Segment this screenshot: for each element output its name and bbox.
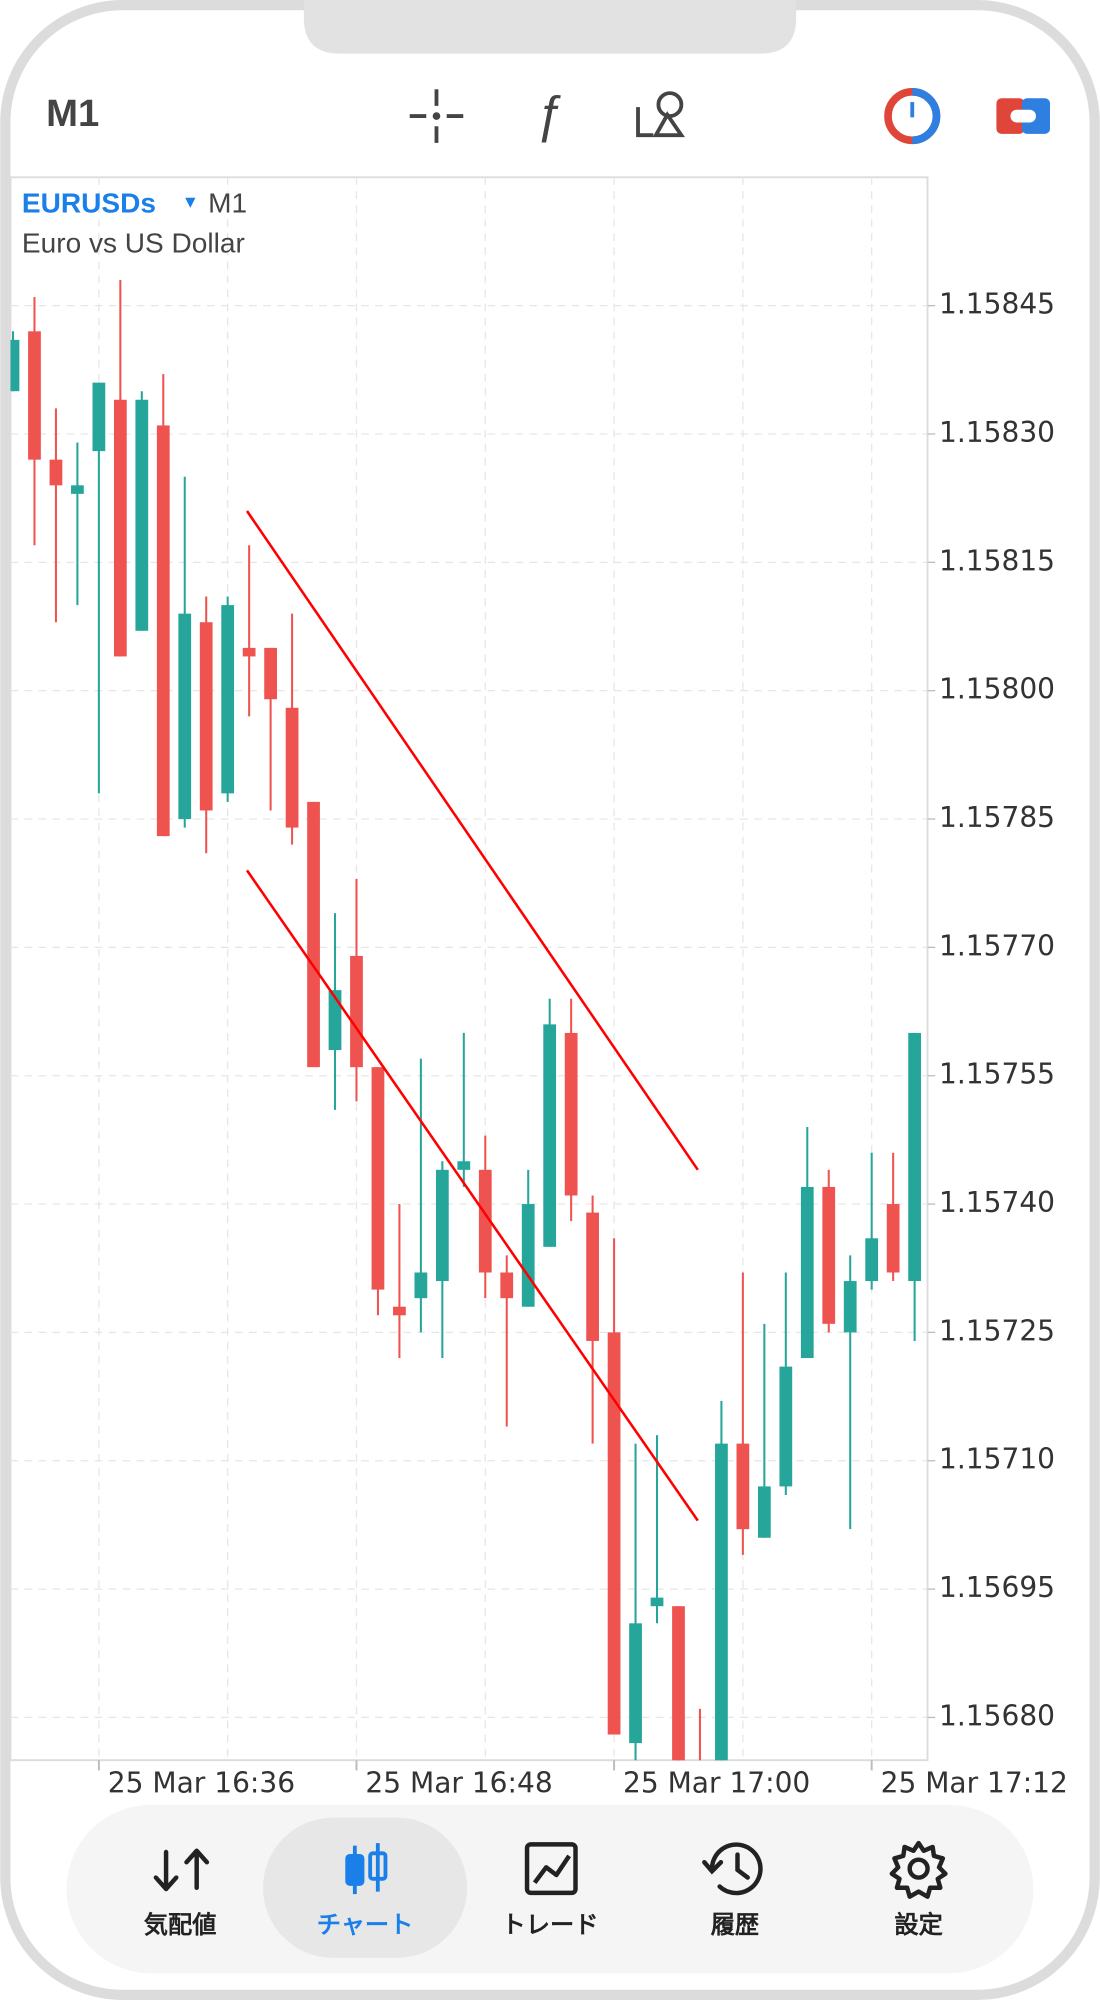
candle-body (414, 1272, 428, 1299)
candle-body (242, 647, 256, 657)
y-tick-label: 1.15845 (939, 288, 1055, 321)
y-tick-label: 1.15830 (939, 416, 1055, 449)
candle-body (350, 955, 363, 1068)
x-tick-label: 25 Mar 17:00 (623, 1766, 810, 1799)
candle-body (435, 1169, 449, 1282)
y-tick-label: 1.15725 (939, 1314, 1055, 1347)
history-icon (702, 1842, 763, 1896)
candle-body (28, 331, 41, 460)
candle-body (264, 647, 277, 700)
candle-body (586, 1212, 599, 1341)
tab-label[interactable]: 履歴 (711, 1911, 759, 1939)
symbol-name[interactable]: EURUSDs (22, 188, 156, 219)
x-tick-label: 25 Mar 17:12 (881, 1766, 1068, 1799)
candle-body (113, 399, 127, 657)
active-tab-background (263, 1817, 468, 1958)
crosshair-icon[interactable] (409, 89, 464, 143)
candle-body (672, 1606, 685, 1761)
candle-body (865, 1238, 879, 1282)
candle-body (393, 1306, 406, 1316)
candle-body (478, 1169, 492, 1273)
candle-body (10, 339, 20, 392)
candle-body (908, 1032, 921, 1282)
y-tick-label: 1.15740 (939, 1186, 1055, 1219)
tab-highlight (263, 1817, 468, 1958)
symbol-timeframe: M1 (208, 188, 247, 219)
y-tick-label: 1.15785 (939, 801, 1055, 834)
candle-body (328, 990, 342, 1051)
x-tick-label: 25 Mar 16:36 (108, 1766, 295, 1799)
tab-label[interactable]: 設定 (894, 1911, 943, 1939)
grid (10, 177, 928, 1761)
candle-body (607, 1332, 621, 1735)
tab-bar (66, 1804, 1034, 1974)
candle-body (457, 1161, 471, 1170)
candle-body (285, 707, 299, 828)
candle-body (92, 382, 106, 452)
candle-body (156, 425, 170, 837)
symbol-description: Euro vs US Dollar (22, 227, 245, 258)
tab-label[interactable]: トレード (502, 1911, 599, 1939)
candle-body (822, 1186, 836, 1324)
y-tick-label: 1.15695 (939, 1571, 1055, 1604)
trendline (245, 869, 699, 1522)
trade-icon[interactable] (996, 98, 1050, 134)
tab-label[interactable]: 気配値 (144, 1911, 217, 1939)
candle-body (71, 485, 84, 494)
candle-body (564, 1032, 578, 1196)
trade-tab-icon (524, 1842, 578, 1896)
candle-body (757, 1486, 771, 1538)
y-tick-label: 1.15680 (939, 1699, 1055, 1732)
trendlines (245, 510, 699, 1522)
candle-body (886, 1204, 900, 1273)
candle-body (221, 605, 235, 794)
objects-icon[interactable] (636, 91, 686, 138)
candle-body (843, 1281, 857, 1333)
symbol-dropdown-icon[interactable] (185, 197, 196, 208)
candle-body (199, 622, 213, 811)
tab-label[interactable]: チャート (317, 1911, 414, 1939)
candle-body (715, 1443, 728, 1761)
candle-body (371, 1067, 385, 1290)
x-tick-label: 25 Mar 16:48 (365, 1766, 552, 1799)
candle-body (629, 1623, 642, 1744)
candle-body (543, 1024, 557, 1247)
y-tick-label: 1.15800 (939, 673, 1055, 706)
settings-icon (889, 1840, 948, 1899)
candle-body (500, 1272, 514, 1299)
notch (303, 0, 797, 54)
candle-body (736, 1443, 750, 1530)
y-tick-label: 1.15710 (939, 1443, 1055, 1476)
candle-body (779, 1366, 793, 1487)
candle-body (135, 399, 149, 631)
axes: 1.15845 1.15830 1.15815 1.15800 1.15785 1.157… (97, 288, 1068, 1799)
quotes-icon (153, 1848, 210, 1892)
trendline (245, 510, 699, 1171)
candle-body (650, 1597, 664, 1607)
candles (10, 279, 921, 1761)
y-tick-label: 1.15770 (939, 929, 1055, 962)
chart-icon (345, 1843, 388, 1895)
candle-body (521, 1204, 535, 1307)
candle-body (307, 801, 320, 1068)
candle-body (178, 613, 192, 820)
candle-body (49, 459, 63, 486)
y-tick-label: 1.15755 (939, 1058, 1055, 1091)
candle-body (800, 1186, 814, 1359)
account-icon[interactable] (884, 88, 941, 145)
timeframe-button[interactable]: M1 (46, 92, 99, 135)
y-tick-label: 1.15815 (939, 544, 1055, 577)
indicator-icon[interactable]: ƒ (535, 85, 563, 142)
